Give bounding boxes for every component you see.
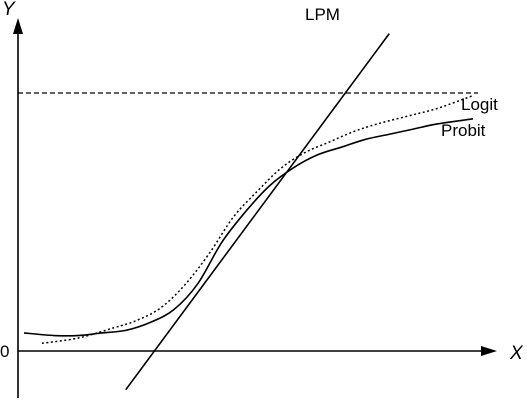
series-line-lpm	[125, 33, 390, 391]
x-axis-label: X	[509, 343, 524, 364]
x-axis-arrowhead	[481, 346, 497, 356]
series-label-logit: Logit	[461, 95, 498, 114]
y-tick-label-zero: 0	[0, 342, 9, 361]
series-label-probit: Probit	[441, 121, 486, 140]
series-labels: LPM Logit Probit	[305, 5, 498, 140]
y-axis-label: Y	[2, 0, 16, 20]
series-line-logit	[41, 94, 474, 345]
series-line-probit	[23, 118, 474, 337]
series-label-lpm: LPM	[305, 5, 340, 24]
series-layer	[23, 33, 474, 391]
y-axis-arrowhead	[13, 18, 23, 34]
